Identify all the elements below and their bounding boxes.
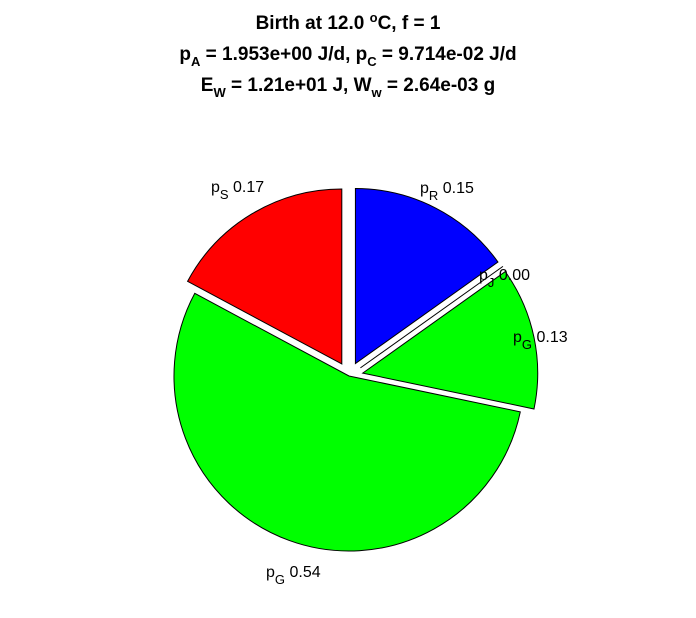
slice-pj-1-label-symbol: p [479, 267, 488, 284]
slice-pg-2-label-subscript: G [521, 337, 533, 352]
slice-pg-3 [173, 292, 521, 552]
slice-pj-1 [360, 265, 504, 369]
title-line-2-c: = 9.714e-02 J/d [376, 44, 517, 65]
chart-title: Birth at 12.0 oC, f = 1 pA = 1.953e+00 J… [0, 8, 696, 101]
slice-pg-2-label-symbol: p [513, 329, 522, 346]
slice-ps-4 [186, 188, 343, 365]
title-line-3: EW = 1.21e+01 J, Ww = 2.64e-03 g [0, 70, 696, 101]
slice-pg-3-label-symbol: p [266, 564, 275, 581]
title-line-3-c: = 2.64e-03 g [381, 75, 496, 96]
title-line-2: pA = 1.953e+00 J/d, pC = 9.714e-02 J/d [0, 39, 696, 70]
slice-pg-2 [361, 270, 539, 410]
title-line-2-b: = 1.953e+00 J/d, p [200, 44, 368, 65]
title-line-3-a: E [200, 75, 214, 96]
slice-pr-0-label: pR 0.15 [420, 180, 474, 202]
title-line-3-b-sub: w [371, 85, 382, 100]
slice-pg-3-label: pG 0.54 [266, 564, 321, 586]
title-line-1-unit: C, f = 1 [377, 13, 441, 34]
slice-pr-0 [354, 188, 499, 365]
title-line-3-b: = 1.21e+01 J, W [225, 75, 372, 96]
slice-ps-4-label-subscript: S [219, 187, 229, 202]
slice-pg-2-label-value: 0.13 [532, 329, 568, 346]
slice-pg-2-label: pG 0.13 [513, 329, 568, 351]
slice-ps-4-label-value: 0.17 [228, 179, 265, 196]
slice-ps-4-label: pS 0.17 [211, 179, 265, 201]
title-line-2-b-sub: C [367, 54, 377, 69]
title-line-1: Birth at 12.0 oC, f = 1 [0, 8, 696, 39]
slice-pg-3-label-value: 0.54 [285, 564, 321, 581]
slice-pj-1-label: pJ 0.00 [479, 267, 530, 289]
slice-pr-0-label-symbol: p [420, 180, 429, 197]
degree-superscript: o [369, 10, 378, 25]
slice-pr-0-label-value: 0.15 [438, 180, 474, 197]
slice-pj-1-label-subscript: J [487, 275, 495, 290]
title-line-2-a: p [179, 44, 191, 65]
slice-pr-0-label-subscript: R [428, 188, 439, 203]
slice-pj-1-label-value: 0.00 [494, 267, 530, 284]
title-line-3-a-sub: W [213, 85, 226, 100]
slice-ps-4-label-symbol: p [211, 179, 220, 196]
title-line-1-text: Birth at 12.0 [255, 13, 370, 34]
slice-pg-3-label-subscript: G [274, 572, 286, 587]
title-line-2-a-sub: A [190, 54, 201, 69]
